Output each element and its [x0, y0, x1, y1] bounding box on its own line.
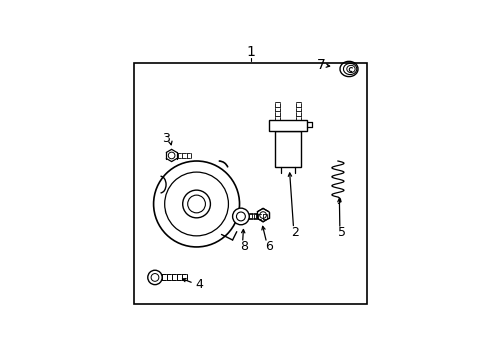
Circle shape — [183, 190, 210, 218]
Text: 2: 2 — [291, 226, 299, 239]
Circle shape — [236, 212, 245, 221]
Text: 1: 1 — [245, 45, 255, 59]
Text: 7: 7 — [316, 58, 325, 72]
Circle shape — [151, 274, 159, 281]
Bar — [268, 120, 307, 131]
Circle shape — [147, 270, 162, 285]
Circle shape — [259, 212, 266, 219]
Bar — [274, 131, 301, 167]
Text: 5: 5 — [337, 226, 345, 239]
Text: 4: 4 — [195, 278, 203, 291]
Text: 6: 6 — [264, 240, 272, 253]
Circle shape — [256, 208, 269, 222]
Circle shape — [153, 161, 239, 247]
Text: 8: 8 — [240, 240, 248, 253]
Bar — [134, 63, 366, 304]
Circle shape — [168, 152, 175, 159]
Circle shape — [187, 195, 205, 213]
Text: 3: 3 — [162, 132, 170, 145]
Circle shape — [164, 172, 228, 236]
Circle shape — [232, 208, 249, 225]
